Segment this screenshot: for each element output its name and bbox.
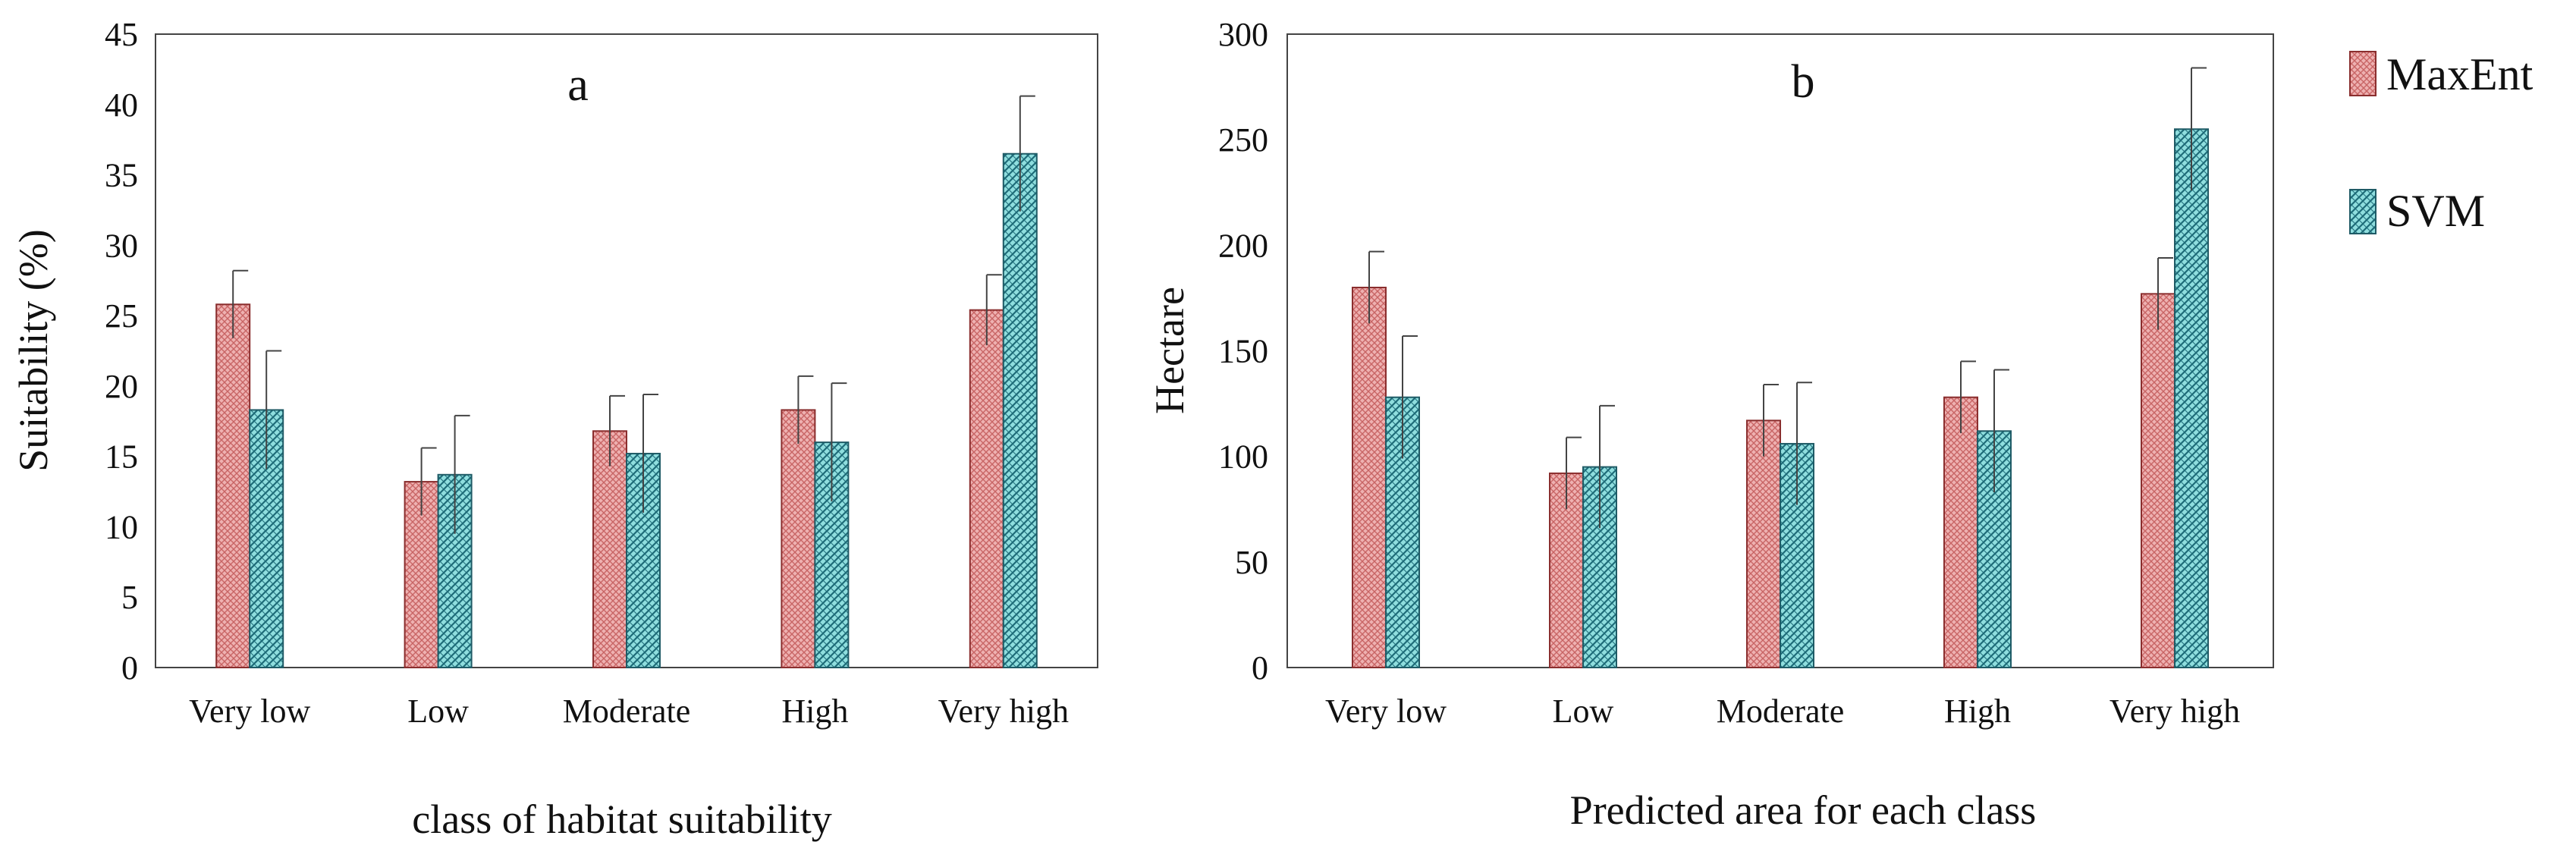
y-tick-label: 200 — [1218, 227, 1268, 264]
legend-label-maxent: MaxEnt — [2386, 49, 2534, 99]
bar-maxent-moderate — [1746, 419, 1781, 668]
y-tick-label: 20 — [105, 368, 138, 405]
panel-label-b: b — [1792, 56, 1815, 108]
x-category-label: Very high — [938, 693, 1069, 730]
y-tick-label: 300 — [1218, 16, 1268, 53]
bar-maxent-very-low — [215, 303, 251, 668]
y-tick-label: 25 — [105, 297, 138, 335]
y-tick-labels: 0 5 10 15 20 25 30 35 40 45 — [105, 16, 138, 686]
y-tick-label: 45 — [105, 16, 138, 53]
panel-label-a: a — [567, 59, 589, 111]
y-tick-label: 100 — [1218, 438, 1268, 476]
y-tick-labels: 0 50 100 150 200 250 300 — [1218, 16, 1268, 686]
y-tick-label: 0 — [121, 649, 138, 686]
y-tick-label: 15 — [105, 438, 138, 476]
x-category-label: Low — [407, 693, 469, 730]
x-category-label: Moderate — [563, 693, 691, 730]
legend: MaxEnt SVM — [2349, 49, 2534, 236]
x-category-labels: Very low Low Moderate High Very high — [189, 693, 1069, 730]
bar-maxent-high — [1943, 396, 1978, 668]
x-category-label: Low — [1553, 693, 1614, 730]
legend-label-svm: SVM — [2386, 186, 2485, 236]
y-tick-label: 5 — [121, 579, 138, 616]
y-axis-title-a: Suitability (%) — [11, 229, 56, 471]
bar-svm-very-high — [2174, 128, 2209, 668]
y-tick-label: 0 — [1252, 649, 1268, 686]
x-category-label: Moderate — [1717, 693, 1845, 730]
x-axis-title-a: class of habitat suitability — [412, 796, 831, 842]
legend-swatch-svm — [2349, 189, 2377, 234]
bar-maxent-very-high — [2141, 293, 2175, 668]
bars-group — [1352, 67, 2209, 669]
bar-maxent-very-high — [969, 309, 1004, 668]
y-tick-label: 50 — [1235, 544, 1268, 581]
x-category-label: Very high — [2109, 693, 2240, 730]
bar-svm-low — [437, 473, 473, 668]
x-category-label: Very low — [189, 693, 310, 730]
y-tick-label: 35 — [105, 157, 138, 194]
y-tick-label: 30 — [105, 227, 138, 264]
x-category-labels: Very low Low Moderate High Very high — [1325, 693, 2240, 730]
chart-panel-a: 0 5 10 15 20 25 30 35 40 45 Very low Low Moderate Hi… — [11, 16, 1098, 842]
x-category-label: High — [781, 693, 848, 730]
x-category-label: High — [1944, 693, 2011, 730]
bar-maxent-moderate — [592, 430, 627, 668]
bar-svm-very-high — [1002, 152, 1038, 668]
x-category-label: Very low — [1325, 693, 1447, 730]
bar-maxent-very-low — [1352, 287, 1387, 668]
y-tick-label: 150 — [1218, 333, 1268, 370]
x-axis-title-b: Predicted area for each class — [1570, 787, 2037, 833]
legend-swatch-maxent — [2349, 51, 2377, 96]
y-axis-title-b: Hectare — [1147, 287, 1192, 414]
y-tick-label: 10 — [105, 508, 138, 545]
bar-maxent-high — [781, 409, 816, 669]
y-tick-label: 250 — [1218, 121, 1268, 159]
y-tick-label: 40 — [105, 86, 138, 124]
chart-panel-b: 0 50 100 150 200 250 300 Very low Low Moderate Hi… — [1147, 16, 2274, 833]
bars-group — [215, 95, 1038, 669]
